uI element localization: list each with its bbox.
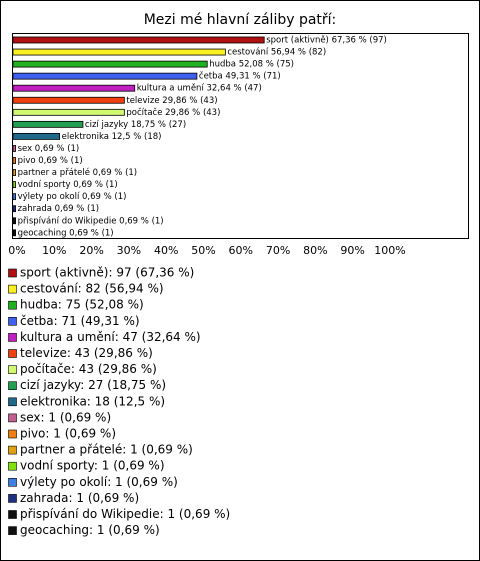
legend-swatch: [8, 413, 17, 423]
data-label: četba 49,31 % (71): [199, 71, 281, 82]
legend-label: cestování: 82 (56,94 %): [20, 282, 164, 296]
legend-label: cizí jazyky: 27 (18,75 %): [20, 378, 166, 392]
legend-label: elektronika: 18 (12,5 %): [20, 394, 165, 408]
legend-label: pivo: 1 (0,69 %): [20, 427, 116, 441]
x-tick-label: 50%: [191, 244, 215, 257]
bar: [12, 169, 16, 176]
legend-swatch: [8, 284, 17, 294]
bar: [12, 193, 16, 201]
x-tick-label: 100%: [374, 244, 405, 257]
bar: [12, 205, 16, 213]
legend-label: četba: 71 (49,31 %): [20, 314, 140, 328]
legend-swatch: [8, 494, 17, 503]
legend-label: televize: 43 (29,86 %): [20, 346, 153, 360]
legend-swatch: [8, 381, 17, 391]
data-label: vodní sporty 0,69 % (1): [18, 180, 118, 190]
x-tick-label: 70%: [266, 244, 290, 257]
data-label: výlety po okolí 0,69 % (1): [18, 192, 127, 202]
legend-label: zahrada: 1 (0,69 %): [20, 491, 139, 505]
x-tick-label: 60%: [229, 244, 253, 257]
legend-label: přispívání do Wikipedie: 1 (0,69 %): [20, 507, 230, 521]
legend-swatch: [8, 510, 17, 519]
legend-label: hudba: 75 (52,08 %): [20, 298, 144, 312]
legend-label: geocaching: 1 (0,69 %): [20, 523, 160, 537]
plot-frame: [12, 33, 469, 239]
legend-swatch: [8, 397, 17, 407]
legend-label: sex: 1 (0,69 %): [20, 410, 111, 424]
legend-swatch: [8, 300, 17, 310]
x-tick-label: 0%: [8, 244, 25, 257]
data-label: partner a přátelé 0,69 % (1): [18, 167, 138, 178]
legend-swatch: [8, 526, 17, 535]
legend-swatch: [8, 365, 17, 374]
legend-label: vodní sporty: 1 (0,69 %): [20, 459, 165, 473]
x-tick-label: 10%: [42, 244, 66, 257]
x-tick-label: 40%: [154, 244, 178, 257]
bar: [12, 145, 16, 152]
legend-swatch: [8, 333, 17, 342]
legend-label: sport (aktivně): 97 (67,36 %): [20, 266, 194, 280]
bar: [12, 132, 61, 140]
bar: [12, 60, 208, 68]
bar: [12, 96, 125, 104]
data-label: pivo 0,69 % (1): [18, 156, 83, 166]
data-label: sex 0,69 % (1): [18, 144, 80, 154]
legend-swatch: [8, 316, 17, 326]
bar: [12, 229, 16, 237]
legend-label: kultura a umění: 47 (32,64 %): [20, 330, 201, 344]
legend-swatch: [8, 477, 17, 487]
legend-swatch: [8, 445, 17, 455]
data-label: cizí jazyky 18,75 % (27): [85, 120, 186, 130]
bar: [12, 48, 226, 56]
legend-label: počítače: 43 (29,86 %): [20, 362, 157, 376]
chart-title: Mezi mé hlavní záliby patří:: [144, 12, 337, 28]
legend-swatch: [8, 429, 17, 439]
legend-swatch: [8, 268, 17, 278]
bar: [12, 36, 265, 44]
bar: [12, 120, 84, 128]
data-label: televize 29,86 % (43): [126, 96, 217, 106]
data-label: zahrada 0,69 % (1): [18, 204, 100, 214]
legend-swatch: [8, 349, 17, 358]
data-label: elektronika 12,5 % (18): [62, 132, 162, 142]
x-tick-label: 30%: [117, 244, 141, 257]
bar: [12, 72, 198, 80]
bar: [12, 157, 16, 164]
legend-label: výlety po okolí: 1 (0,69 %): [20, 475, 178, 489]
bar: [12, 84, 136, 92]
data-label: geocaching 0,69 % (1): [18, 228, 114, 238]
bar: [12, 108, 125, 116]
data-label: počítače 29,86 % (43): [126, 107, 220, 118]
bar: [12, 181, 16, 189]
data-label: kultura a umění 32,64 % (47): [137, 84, 262, 94]
x-tick-label: 20%: [79, 244, 103, 257]
legend-label: partner a přátelé: 1 (0,69 %): [20, 443, 193, 457]
data-label: přispívání do Wikipedie 0,69 % (1): [18, 216, 164, 226]
x-tick-label: 90%: [340, 244, 364, 257]
data-label: sport (aktivně) 67,36 % (97): [266, 36, 387, 46]
x-tick-label: 80%: [303, 244, 327, 257]
data-label: hudba 52,08 % (75): [209, 60, 294, 70]
bar: [12, 217, 16, 225]
legend-swatch: [8, 461, 17, 471]
data-label: cestování 56,94 % (82): [227, 48, 326, 58]
